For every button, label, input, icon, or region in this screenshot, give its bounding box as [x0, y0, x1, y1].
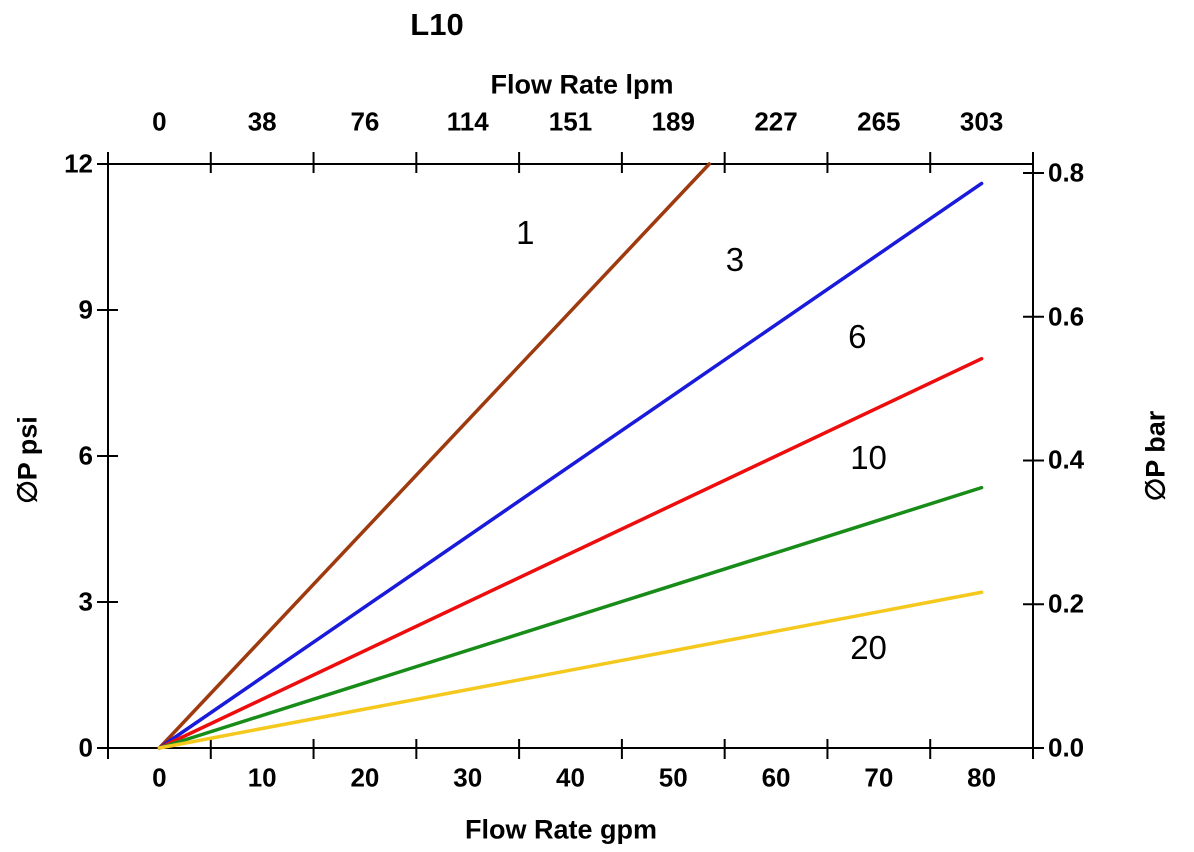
right-tick-label-0.2: 0.2	[1048, 588, 1085, 619]
right-tick-label-0.4: 0.4	[1048, 444, 1085, 475]
top-tick-label-189: 189	[651, 106, 695, 137]
left-tick-label-0: 0	[78, 732, 93, 763]
top-tick-label-76: 76	[350, 106, 380, 137]
curve-label-1: 1	[516, 214, 535, 252]
left-tick-label-9: 9	[78, 294, 93, 325]
bottom-tick-label-80: 80	[967, 762, 997, 793]
right-tick-label-0.0: 0.0	[1048, 732, 1085, 763]
right-axis-title: ∅P bar	[1140, 410, 1171, 502]
top-tick-label-265: 265	[857, 106, 901, 137]
chart-title: L10	[410, 7, 464, 42]
bottom-tick-label-50: 50	[658, 762, 688, 793]
series-line-1	[157, 162, 711, 750]
top-axis-title: Flow Rate lpm	[490, 69, 674, 100]
bottom-tick-label-10: 10	[247, 762, 277, 793]
left-tick-label-12: 12	[64, 148, 93, 179]
top-tick-label-0: 0	[152, 106, 167, 137]
left-axis-title: ∅P psi	[12, 416, 43, 504]
bottom-tick-label-30: 30	[453, 762, 483, 793]
right-tick-label-0.6: 0.6	[1048, 301, 1085, 332]
left-tick-label-3: 3	[78, 586, 93, 617]
series-line-10	[157, 485, 984, 750]
bottom-axis-title: Flow Rate gpm	[464, 814, 658, 845]
top-tick-label-114: 114	[446, 106, 489, 137]
bottom-tick-label-60: 60	[761, 762, 791, 793]
bottom-tick-label-70: 70	[864, 762, 894, 793]
bottom-tick-label-20: 20	[350, 762, 380, 793]
series-line-6	[157, 356, 984, 750]
left-tick-label-6: 6	[78, 440, 93, 471]
curve-label-3: 3	[725, 240, 745, 278]
top-tick-label-303: 303	[959, 106, 1004, 137]
series-line-20	[157, 590, 984, 750]
curve-label-6: 6	[848, 317, 867, 355]
curve-label-20: 20	[850, 629, 887, 667]
top-tick-label-151: 151	[548, 106, 593, 137]
series-line-3	[157, 181, 984, 750]
right-tick-label-0.8: 0.8	[1048, 157, 1085, 188]
bottom-tick-label-40: 40	[556, 762, 585, 793]
top-tick-label-38: 38	[247, 106, 277, 137]
bottom-tick-label-0: 0	[152, 762, 167, 793]
curve-label-10: 10	[850, 438, 887, 476]
top-tick-label-227: 227	[754, 106, 798, 137]
plot-frame	[107, 163, 1034, 749]
